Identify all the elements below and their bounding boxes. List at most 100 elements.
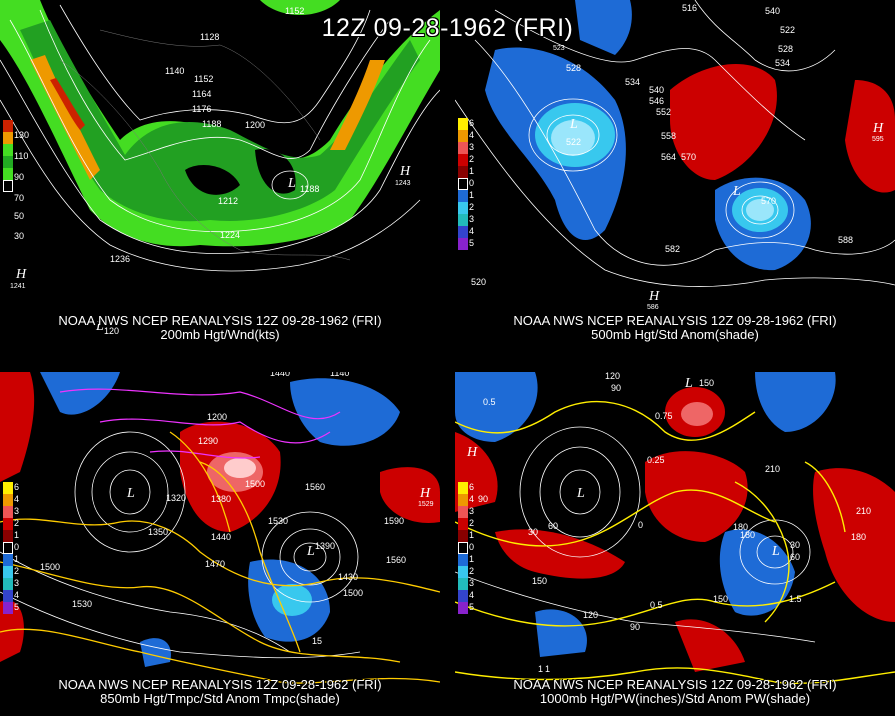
cbar-label: 130 [14, 130, 30, 140]
clabel: 1 [538, 664, 543, 674]
low-label: L [569, 117, 578, 132]
cbar-label: 3 [14, 506, 20, 516]
anom-blue-west [455, 372, 538, 442]
low-label: L [306, 544, 315, 559]
clabel: 210 [856, 506, 871, 516]
cbar-label: 3 [469, 214, 475, 224]
anom-blue-ne [290, 378, 400, 446]
clabel: 1128 [200, 32, 219, 42]
cbar-label: 3 [469, 506, 475, 516]
panel-850mb: 1440 1140 1200 1290 1320 1350 1380 1440 … [0, 372, 440, 716]
clabel: 1188 [300, 184, 319, 194]
clabel: 1224 [220, 230, 240, 240]
wind-top-green [260, 0, 340, 15]
anom-blue-ne [755, 372, 836, 432]
clabel: 1140 [330, 372, 349, 378]
high-label: H [419, 486, 431, 501]
clabel: 30 [790, 540, 800, 550]
cbar-label: 4 [469, 494, 475, 504]
clabel: 1212 [218, 196, 238, 206]
clabel: 582 [665, 244, 680, 254]
clabel: 1152 [194, 74, 213, 84]
clabel: 528 [778, 44, 793, 54]
colorbar-850mb [3, 482, 13, 614]
misc-label: 520 [471, 277, 486, 287]
contours-200mb [0, 4, 440, 272]
misc-label: 595 [872, 136, 884, 143]
map-200mb: 1152 1128 1140 1152 1164 1176 1188 1200 … [0, 0, 440, 336]
clabel: 0.5 [483, 397, 496, 407]
cbar-label: 70 [14, 193, 25, 203]
cbar-label: 0 [14, 542, 20, 552]
high-label: H [466, 445, 478, 460]
panel-subtitle: 500mb Hgt/Std Anom(shade) [591, 327, 759, 342]
coastlines-200mb [59, 29, 351, 261]
cbar-label: 2 [469, 202, 475, 212]
cbar-label: 6 [469, 118, 475, 128]
cbar-label: 30 [14, 231, 25, 241]
colorbar-500mb [458, 118, 468, 250]
cbar-label: 1 [469, 190, 475, 200]
high-label: H [648, 289, 660, 304]
clabel: 90 [630, 622, 640, 632]
cbar-label: 1 [14, 530, 20, 540]
cbar-label: 5 [14, 602, 20, 612]
low-label: L [576, 486, 585, 501]
cbar-label: 1 [14, 554, 20, 564]
clabel: 534 [625, 77, 640, 87]
cbar-label: 2 [14, 566, 20, 576]
anom-blue-top [575, 0, 632, 55]
anom-cyan-south [272, 584, 312, 616]
clabel: 0.25 [647, 455, 665, 465]
clabel: 120 [583, 610, 598, 620]
clabel: 1200 [245, 120, 265, 130]
clabel: 1320 [166, 493, 186, 503]
clabel: 1.5 [789, 594, 802, 604]
wind-orange-west [30, 55, 100, 180]
cbar-label: 3 [469, 578, 475, 588]
contours-500mb [455, 0, 895, 287]
clabel: 534 [775, 58, 790, 68]
clabel: 540 [649, 85, 664, 95]
clabel: 150 [713, 594, 728, 604]
wind-gap [185, 165, 240, 195]
anom-red-east [380, 467, 440, 523]
clabel: 1152 [285, 6, 304, 16]
panel-title: NOAA NWS NCEP REANALYSIS 12Z 09-28-1962 … [58, 313, 382, 328]
clabel: 1440 [211, 532, 231, 542]
panel-title: NOAA NWS NCEP REANALYSIS 12Z 09-28-1962 … [513, 313, 837, 328]
clabel: 30 [528, 527, 538, 537]
misc-label: 1243 [395, 180, 411, 187]
misc-label: 1241 [10, 283, 26, 290]
anom-red-right [845, 80, 895, 193]
cbar-label: 5 [469, 238, 475, 248]
cbar-label: 0 [469, 178, 475, 188]
low-label: L [684, 376, 693, 391]
clabel: 528 [566, 63, 581, 73]
cbar-label: 4 [14, 494, 20, 504]
clabel: 1164 [192, 89, 211, 99]
cbar-label: 0 [469, 542, 475, 552]
temp-contours-magenta [59, 388, 341, 459]
clabel: 522 [566, 137, 581, 147]
clabel: 570 [681, 152, 696, 162]
low-label: L [771, 544, 780, 559]
anom-red-west [0, 372, 35, 482]
clabel: 1380 [211, 494, 231, 504]
map-850mb: 1440 1140 1200 1290 1320 1350 1380 1440 … [0, 372, 440, 684]
panel-subtitle: 200mb Hgt/Wnd(kts) [160, 327, 280, 342]
cbar-label: 3 [14, 578, 20, 588]
clabel: 1530 [72, 599, 92, 609]
clabel: 1236 [110, 254, 130, 264]
misc-label: 180 [740, 530, 755, 540]
clabel: 1140 [165, 66, 184, 76]
misc-label: 523 [553, 45, 565, 52]
clabel: 1290 [198, 436, 218, 446]
anom-blue-nw [40, 372, 120, 415]
panel-500mb: 516 540 522 528 534 528 534 540 546 552 … [455, 0, 895, 344]
clabel: 1176 [192, 104, 211, 114]
cbar-label: 4 [469, 226, 475, 236]
clabel: 1188 [202, 119, 221, 129]
clabel: 1500 [343, 588, 363, 598]
high-label: H [872, 121, 884, 136]
